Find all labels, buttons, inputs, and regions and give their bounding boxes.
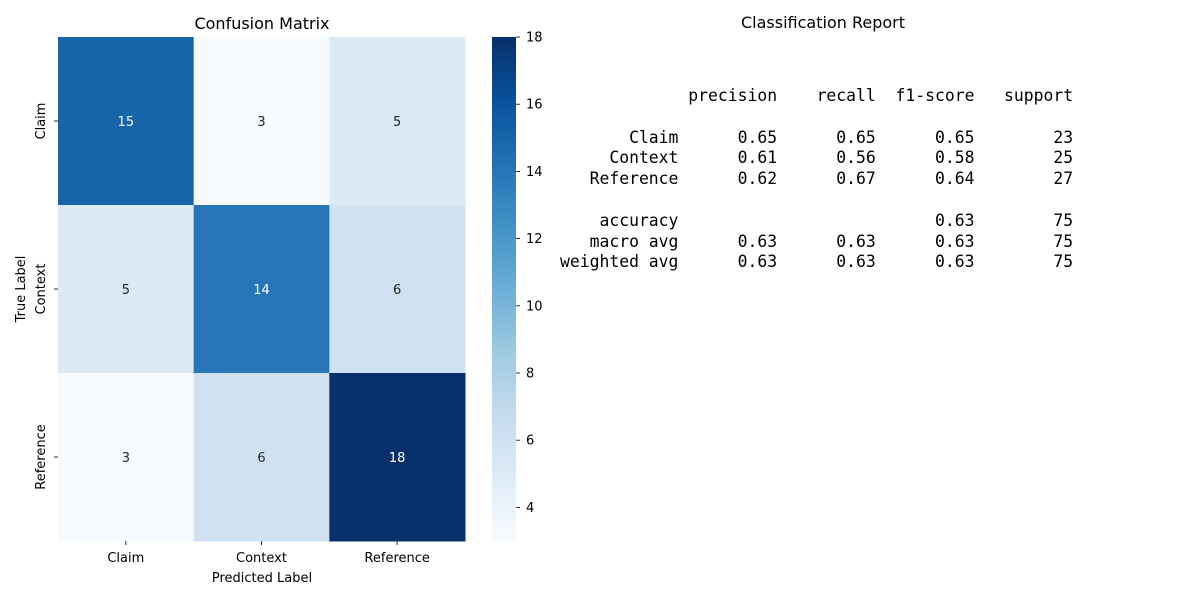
report-spacer [560,190,1073,211]
heatmap-cells [58,37,466,542]
classification-report: Classification Report precision recall f… [560,0,1160,600]
report-table: precision recall f1-score support Claim … [560,86,1073,273]
heatmap-cell [193,37,330,206]
report-spacer [560,107,1073,128]
colorbar-tick-label: 16 [526,98,543,113]
y-tick-label: Reference [34,424,49,489]
heatmap-cell [58,205,195,374]
colorbar [492,37,516,541]
y-axis-label: True Label [14,256,29,324]
report-class-row: Reference 0.62 0.67 0.64 27 [560,169,1074,189]
cell-value-label: 15 [118,115,135,130]
report-title: Classification Report [741,13,905,32]
colorbar-tick-label: 12 [526,232,543,247]
report-summary-row: weighted avg 0.63 0.63 0.63 75 [560,252,1074,272]
cell-value-label: 6 [393,283,401,298]
y-tick-label: Context [34,264,49,315]
cell-value-label: 14 [253,283,270,298]
x-axis-ticks: Claim Context Reference [107,541,430,566]
report-summary-row: accuracy 0.63 75 [560,210,1074,230]
report-header-row: precision recall f1-score support [560,86,1074,105]
x-tick-label: Claim [107,551,144,566]
cell-value-label: 3 [257,115,265,130]
cell-value-label: 5 [393,115,401,130]
colorbar-tick-label: 6 [526,434,534,449]
heatmap-cell [329,205,466,374]
heatmap-title: Confusion Matrix [194,14,329,33]
heatmap-annotations: 15 3 5 5 14 6 3 6 18 [118,115,406,466]
y-axis-ticks: Claim Context Reference [34,103,58,490]
colorbar-tick-label: 10 [526,299,543,314]
heatmap-cell [193,205,330,374]
heatmap-cell [58,37,195,206]
cell-value-label: 6 [257,451,265,466]
x-tick-label: Context [236,551,287,566]
cell-value-label: 5 [122,283,130,298]
colorbar-tick-label: 4 [526,501,534,516]
heatmap-cell [58,373,195,542]
report-summary-row: macro avg 0.63 0.63 0.63 75 [560,231,1074,251]
colorbar-tick-label: 8 [526,367,534,382]
cell-value-label: 3 [122,451,130,466]
y-tick-label: Claim [34,103,49,140]
heatmap-cell [329,373,466,542]
colorbar-tick-label: 14 [526,165,543,180]
heatmap-cell [193,373,330,542]
report-class-row: Claim 0.65 0.65 0.65 23 [560,127,1074,147]
heatmap-cell [329,37,466,206]
x-axis-label: Predicted Label [212,571,312,586]
x-tick-label: Reference [364,551,429,566]
cell-value-label: 18 [389,451,406,466]
report-class-row: Context 0.61 0.56 0.58 25 [560,148,1074,168]
colorbar-tick-label: 18 [526,31,543,46]
colorbar-ticks: 4 6 8 10 12 14 16 18 [516,31,543,516]
